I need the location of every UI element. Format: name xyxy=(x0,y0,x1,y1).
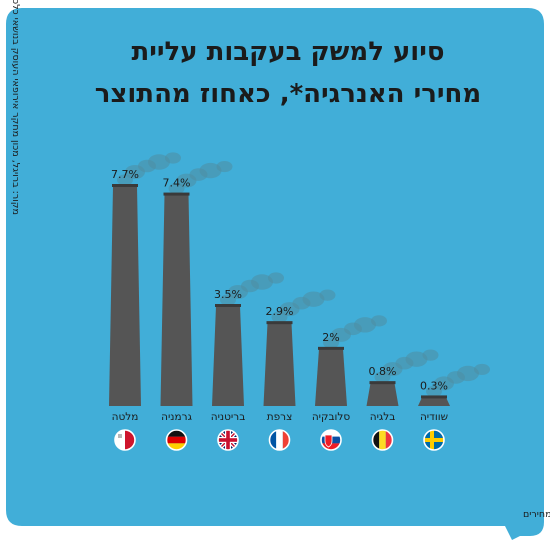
category-label: בלגיה xyxy=(370,411,396,423)
category-labels: מלטה גרמניה בריטניה צרפת סלובקיה בלגיה שוודיה xyxy=(112,411,448,423)
footnote: *לרבות מענקים ישירים, הורדת מיסוי והקפאת… xyxy=(523,509,550,520)
smoke-puff xyxy=(323,315,387,349)
smoke-puff xyxy=(271,289,336,323)
chimney-cap xyxy=(215,304,241,307)
chimney-cap xyxy=(266,321,293,325)
flag-sweden-icon xyxy=(423,429,445,451)
chimney-bar xyxy=(418,397,450,406)
flag-uk-icon xyxy=(217,429,239,451)
smoke-puff xyxy=(426,363,490,398)
value-label: 7.4% xyxy=(163,177,191,190)
chimney-cap xyxy=(112,184,138,187)
chimney-cap xyxy=(163,192,190,196)
value-labels: 7.7% 7.4% 3.5% 2.9% 2% 0.8% 0.3% xyxy=(111,168,448,392)
value-label: 2.9% xyxy=(266,305,294,318)
category-label: גרמניה xyxy=(161,411,192,423)
smoke-puff xyxy=(374,349,439,383)
flag-belgium-icon xyxy=(371,429,394,451)
smoke-layer xyxy=(117,152,490,398)
category-label: סלובקיה xyxy=(312,411,351,423)
chimney-bar xyxy=(160,194,193,406)
value-label: 0.8% xyxy=(369,365,397,378)
category-label: שוודיה xyxy=(420,411,448,423)
smoke-puff xyxy=(220,272,284,306)
chimney-bars xyxy=(109,184,450,406)
category-label: בריטניה xyxy=(211,411,246,423)
category-label: מלטה xyxy=(112,411,139,423)
chimney-cap xyxy=(421,395,447,399)
value-label: 0.3% xyxy=(420,379,448,392)
chart-title-line-1: סיוע למשק בעקבות עליית xyxy=(131,37,444,67)
category-label: צרפת xyxy=(267,411,293,423)
chimney-cap xyxy=(369,381,396,385)
value-label: 2% xyxy=(322,331,339,344)
flag-slovakia-icon xyxy=(320,429,342,451)
value-label: 3.5% xyxy=(214,288,242,301)
chimney-cap xyxy=(318,346,344,350)
chimney-bar xyxy=(315,348,347,406)
chimney-bar xyxy=(263,323,296,406)
smoke-puff xyxy=(117,152,181,186)
flag-malta-icon xyxy=(114,429,136,451)
source-note: מקור: ברויגל, מכון מחקר אירופאי העוסק בנ… xyxy=(10,0,21,215)
chart-title-line-2: מחירי האנרגיה*, כאחוז מהתוצר xyxy=(95,79,481,109)
country-flags xyxy=(114,429,445,451)
flag-france-icon xyxy=(268,429,291,451)
chimney-bar xyxy=(109,186,141,406)
value-label: 7.7% xyxy=(111,168,139,181)
flag-germany-icon xyxy=(165,429,188,451)
smoke-puff xyxy=(168,160,233,195)
chimney-bar xyxy=(366,383,399,406)
chimney-bar xyxy=(212,306,244,406)
